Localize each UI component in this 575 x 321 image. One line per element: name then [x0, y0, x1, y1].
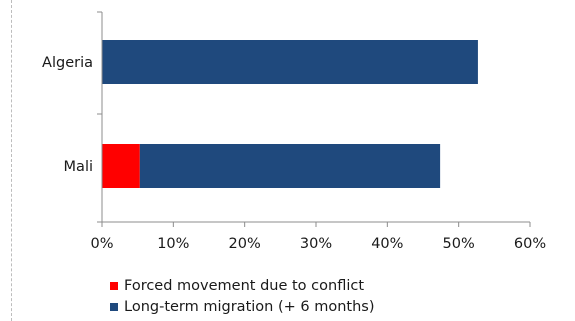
legend-swatch-long-term: [110, 302, 118, 311]
category-label-mali: Mali: [64, 159, 93, 175]
x-tick-label-5: 50%: [443, 236, 475, 252]
x-tick-label-2: 20%: [229, 236, 261, 252]
bar-mali-series-0: [102, 144, 140, 188]
bar-chart: Algeria Mali 0% 10% 20% 30% 40% 50% 60%: [42, 11, 546, 252]
x-tick-label-1: 10%: [157, 236, 189, 252]
legend-label-forced: Forced movement due to conflict: [124, 277, 365, 294]
bar-mali-series-1: [139, 144, 441, 188]
chart-legend: Forced movement due to conflict Long-ter…: [110, 275, 374, 317]
legend-item-forced: Forced movement due to conflict: [110, 275, 374, 296]
bar-algeria-series-1: [102, 40, 478, 84]
x-tick-label-6: 60%: [514, 236, 546, 252]
legend-swatch-forced: [110, 281, 118, 290]
legend-label-long-term: Long-term migration (+ 6 months): [124, 298, 375, 315]
category-label-algeria: Algeria: [42, 55, 93, 71]
x-tick-label-3: 30%: [300, 236, 332, 252]
x-tick-label-4: 40%: [371, 236, 403, 252]
x-tick-label-0: 0%: [90, 236, 113, 252]
panel-left-border: [11, 0, 12, 321]
legend-item-long-term: Long-term migration (+ 6 months): [110, 296, 374, 317]
